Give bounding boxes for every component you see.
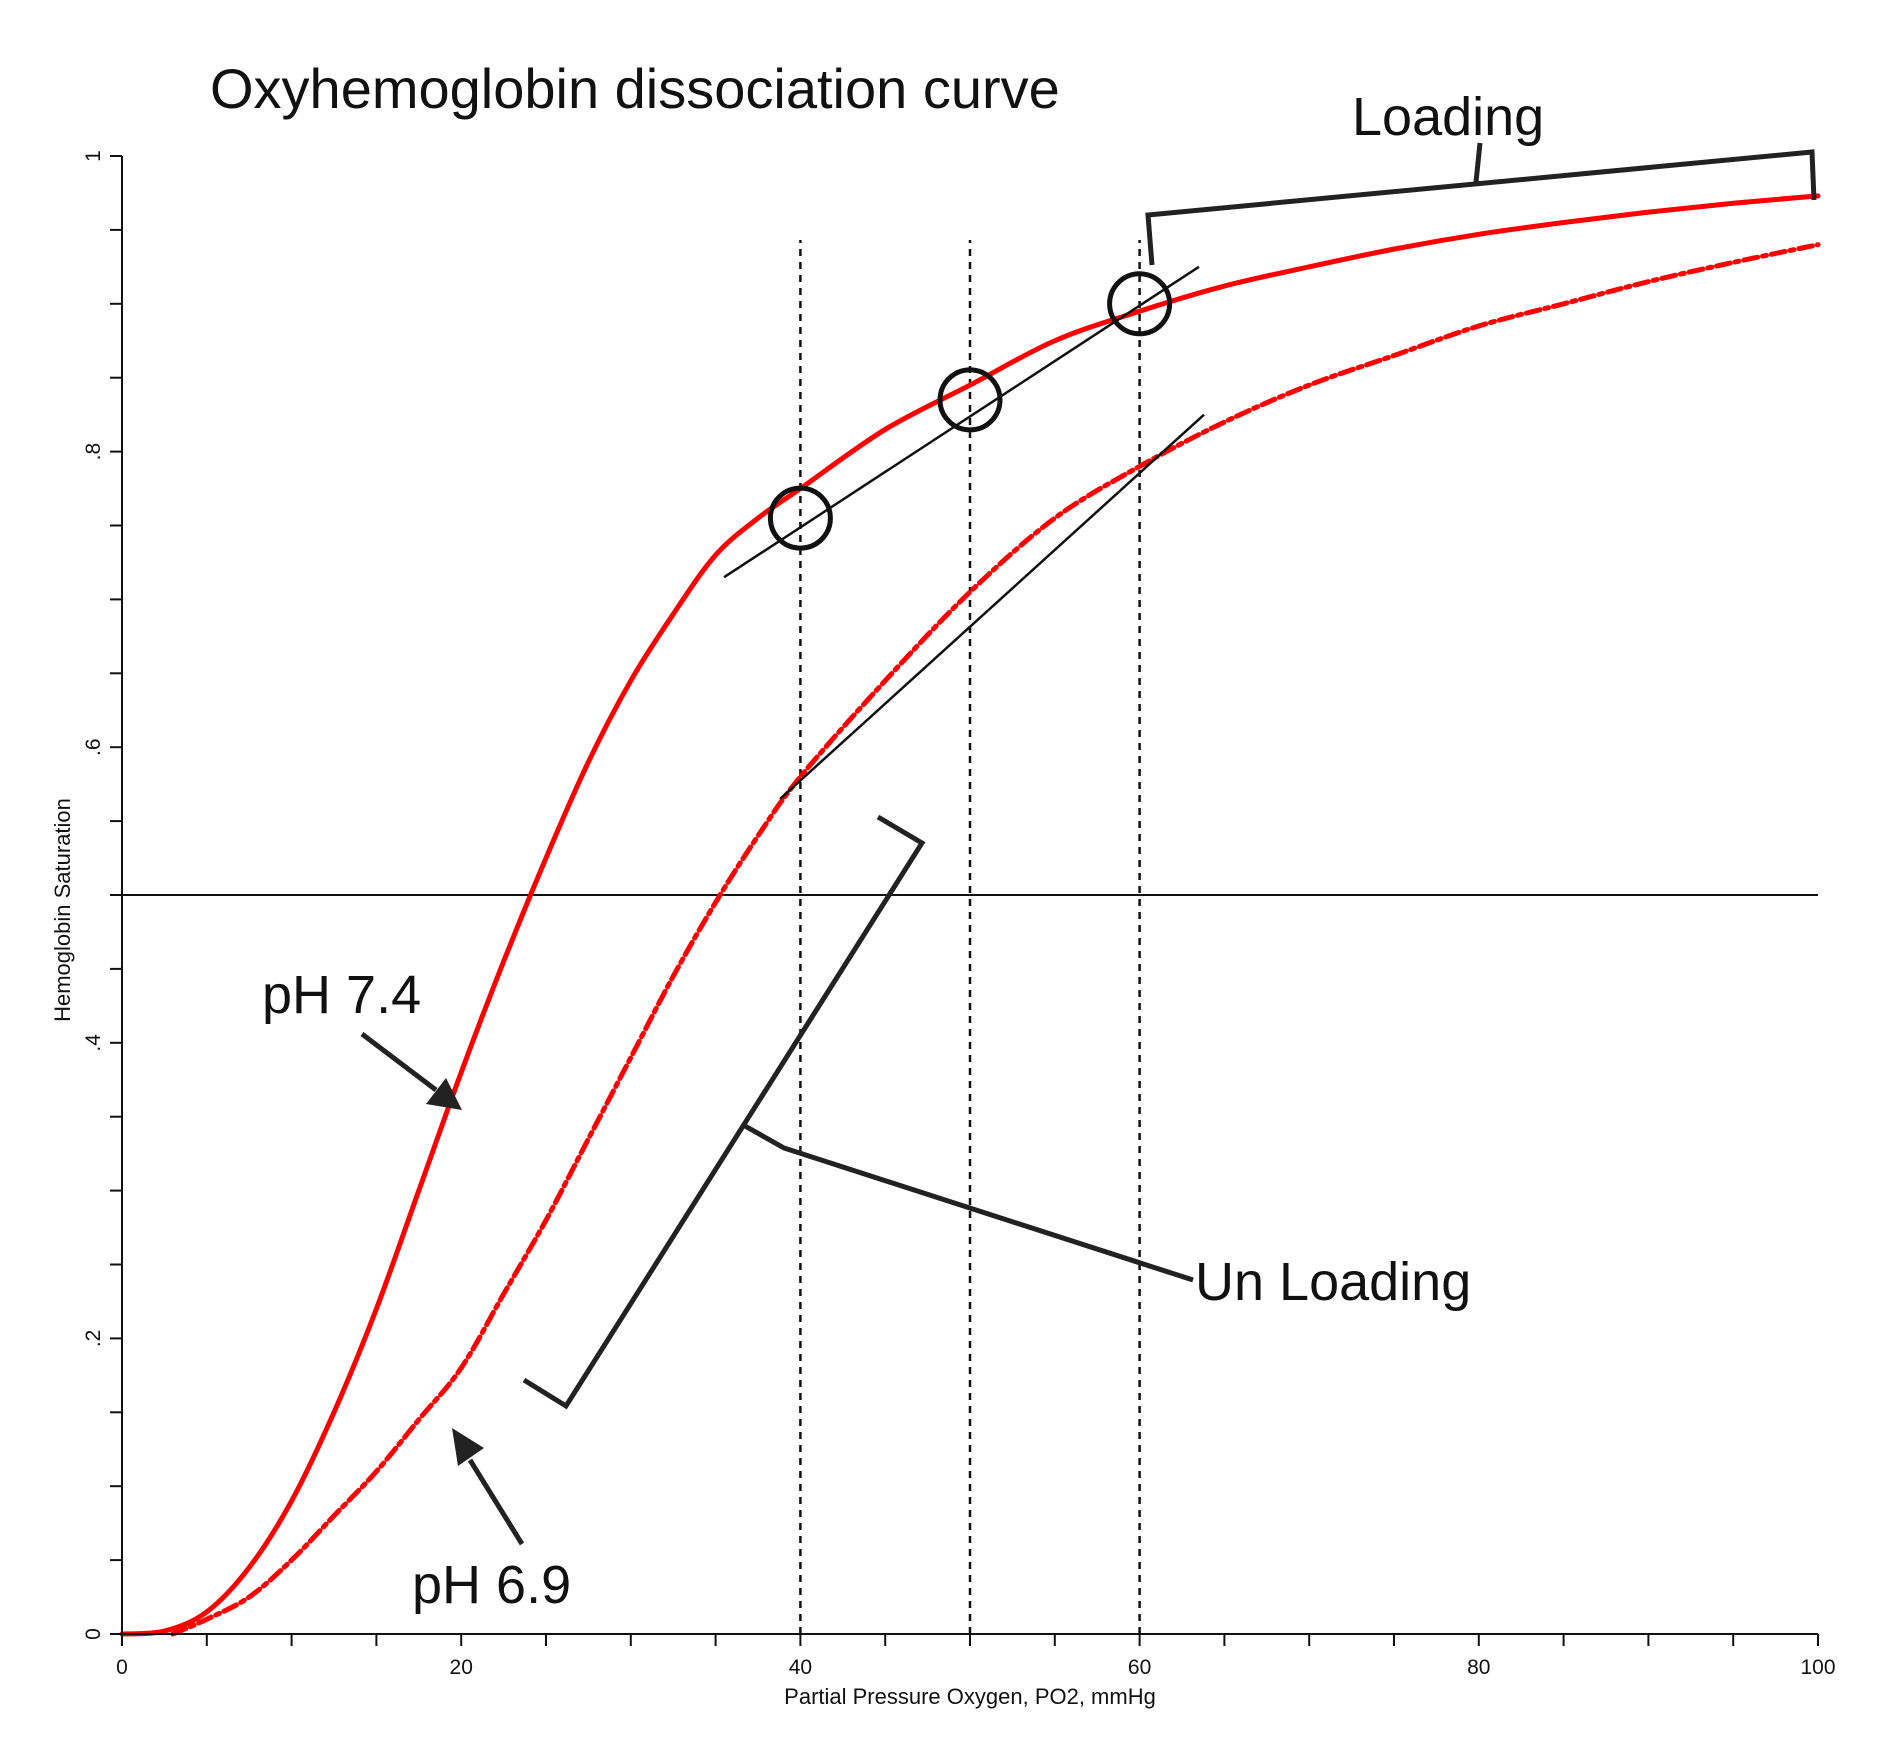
x-tick-label: 80 <box>1467 1656 1490 1679</box>
tangent-line <box>779 413 1205 800</box>
unloading-bracket <box>522 814 1194 1410</box>
series-ph69-line <box>170 242 1821 1637</box>
chart-title: Oxyhemoglobin dissociation curve <box>210 57 1060 120</box>
tangent-lines <box>723 265 1205 800</box>
tangent-line <box>723 265 1200 579</box>
series-lines <box>119 193 1821 1637</box>
y-tick-label: 0 <box>82 1628 105 1640</box>
loading-label: Loading <box>1352 87 1544 147</box>
y-tick-label: .4 <box>82 1034 105 1052</box>
ph69-label: pH 6.9 <box>412 1555 571 1615</box>
y-tick-label: .2 <box>82 1330 105 1348</box>
ph69-arrow <box>452 1428 525 1546</box>
y-tick-label: .8 <box>82 443 105 461</box>
x-tick-label: 100 <box>1800 1656 1835 1679</box>
circled-point <box>1107 271 1173 337</box>
x-tick-label: 20 <box>450 1656 473 1679</box>
circled-point <box>937 367 1003 433</box>
ph74-label: pH 7.4 <box>262 965 421 1025</box>
axes: 0 20 40 60 80 100 0 .2 .4 .6 .8 1 <box>82 150 1836 1679</box>
x-tick-label: 60 <box>1128 1656 1151 1679</box>
x-axis-title: Partial Pressure Oxygen, PO2, mmHg <box>784 1684 1156 1709</box>
x-tick-label: 40 <box>789 1656 812 1679</box>
y-tick-label: .6 <box>82 738 105 756</box>
x-tick-label: 0 <box>116 1656 128 1679</box>
circled-point <box>767 485 833 551</box>
ph74-arrow <box>360 1032 462 1110</box>
unloading-label: Un Loading <box>1195 1252 1471 1312</box>
circled-points <box>767 271 1173 551</box>
y-tick-label: 1 <box>82 150 105 162</box>
loading-bracket <box>1145 142 1817 266</box>
y-axis-title: Hemoglobin Saturation <box>50 798 75 1022</box>
series-ph74-line <box>119 193 1821 1637</box>
